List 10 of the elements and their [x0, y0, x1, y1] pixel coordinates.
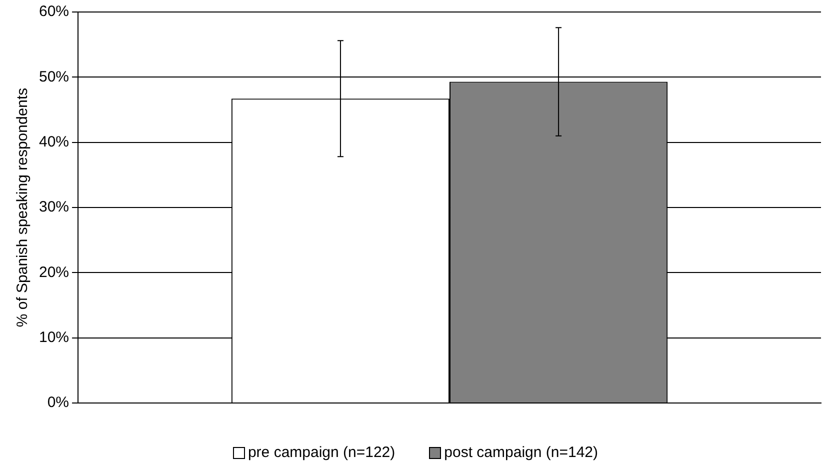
- y-tick-label: 40%: [38, 133, 70, 150]
- y-tick-label: 60%: [38, 3, 70, 20]
- y-tick-label: 0%: [47, 394, 70, 412]
- text: pre campaign (n=122): [248, 444, 396, 461]
- y-tick-label: 30%: [38, 198, 70, 216]
- y-tick-label: 20%: [38, 264, 70, 281]
- y-axis-title: % of Spanish speaking respondents: [14, 88, 32, 328]
- y-tick-label: 50%: [38, 68, 70, 86]
- legend-label: post campaign (n=142): [444, 444, 598, 461]
- y-tick-label: 10%: [38, 328, 70, 346]
